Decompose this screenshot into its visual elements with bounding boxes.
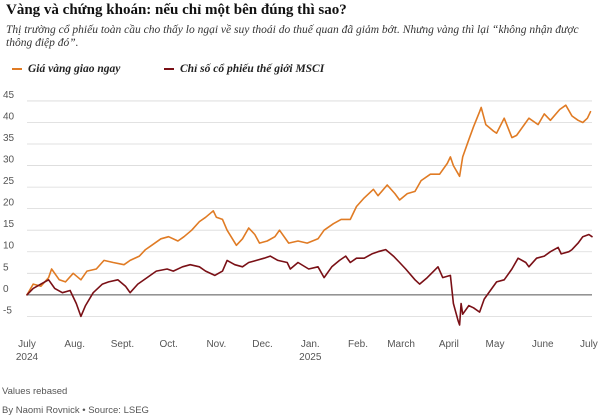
series-line-msci [26,233,593,326]
y-tick-label: 30 [3,155,15,166]
x-tick-label: July [18,339,36,350]
x-tick-label: Oct. [159,339,177,350]
legend-label-gold: Giá vàng giao ngay [28,63,121,75]
x-tick-label: March [387,339,415,350]
legend-swatch-gold [12,68,22,70]
chart-title: Vàng và chứng khoán: nếu chỉ một bên đún… [6,2,347,18]
x-tick-label: Sept. [111,339,134,350]
series-line-gold [26,104,592,296]
legend-swatch-msci [164,68,174,70]
x-tick-label: April [439,339,459,350]
x-tick-year-label: 2025 [299,352,322,363]
x-tick-label: Jan. [301,339,320,350]
legend-item-gold: Giá vàng giao ngay [12,63,120,75]
footnote-rebased: Values rebased [2,386,68,397]
y-tick-label: 20 [3,198,15,209]
x-tick-label: May [486,339,505,350]
y-tick-label: 35 [3,133,15,144]
y-tick-label: 0 [3,284,9,295]
x-tick-year-label: 2024 [16,352,39,363]
x-tick-label: Dec. [252,339,273,350]
y-tick-label: -5 [3,305,12,316]
x-tick-label: July [580,339,598,350]
y-tick-label: 45 [3,90,15,101]
x-tick-label: Aug. [64,339,85,350]
y-tick-label: 5 [3,262,9,273]
y-tick-label: 40 [3,111,15,122]
y-tick-label: 10 [3,241,15,252]
y-tick-label: 25 [3,176,15,187]
y-tick-label: 15 [3,219,15,230]
chart-legend: Giá vàng giao ngay Chỉ số cổ phiếu thế g… [6,63,566,79]
x-tick-label: Feb. [348,339,368,350]
legend-label-msci: Chỉ số cổ phiếu thế giới MSCI [180,63,325,75]
footnote-source: By Naomi Rovnick • Source: LSEG [2,405,149,416]
chart-subtitle: Thị trường cổ phiếu toàn cầu cho thấy lo… [6,24,579,49]
x-tick-label: June [532,339,554,350]
legend-item-msci: Chỉ số cổ phiếu thế giới MSCI [164,63,324,75]
x-tick-label: Nov. [206,339,226,350]
